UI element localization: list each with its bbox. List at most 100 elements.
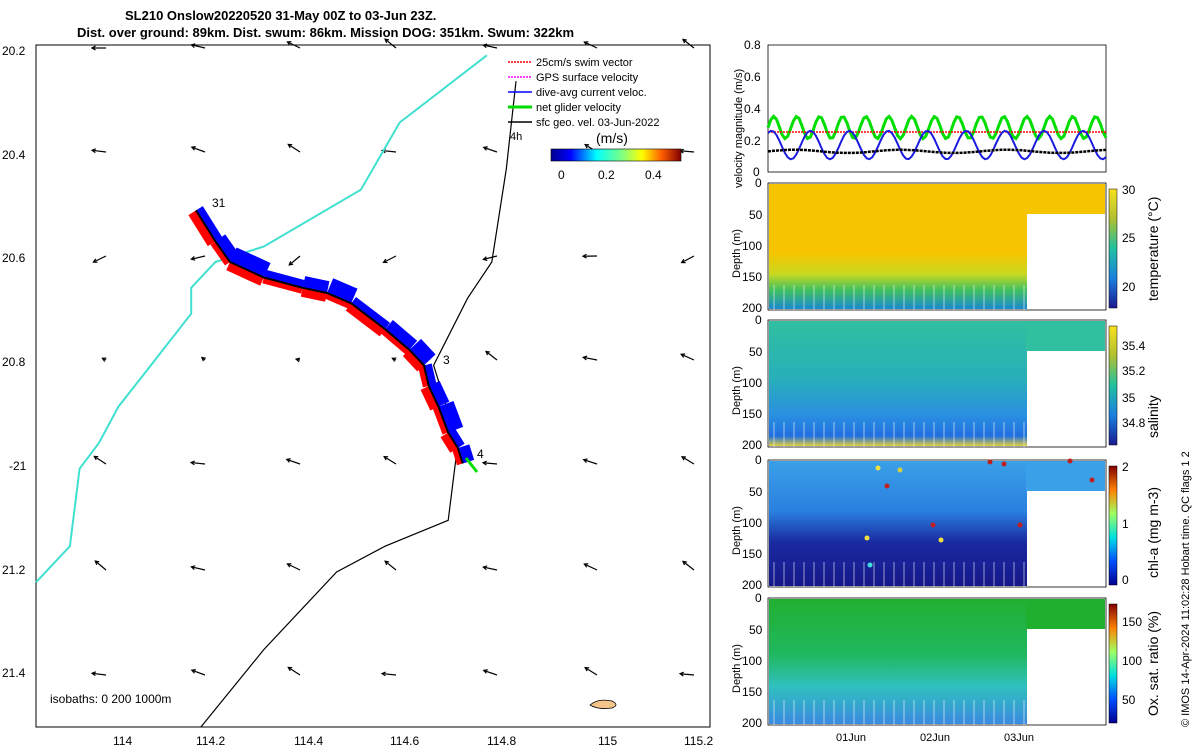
depth-tick: 0 [755,313,762,327]
day-label-31: 31 [212,196,226,210]
vel-y-tick: 0.2 [744,134,761,148]
colorbar-tick: 35.4 [1122,339,1146,353]
depth-tick: 0 [755,176,762,190]
date-tick: 02Jun [920,732,950,744]
oxygen-colorbar [1109,604,1117,723]
colorbar-tick: 35.2 [1122,364,1146,378]
temperature-colorbar-label: temperature (°C) [1145,197,1161,301]
depth-tick: 0 [755,453,762,467]
chl-point [876,466,881,471]
legend-item: 25cm/s swim vector [536,57,633,69]
colorbar-tick: 100 [1122,654,1142,668]
date-tick: 03Jun [1004,732,1034,744]
colorbar-label: (m/s) [596,130,628,146]
title-line-1: SL210 Onslow20220520 31-May 00Z to 03-Ju… [125,8,436,23]
y-tick: 21.4 [2,666,26,680]
depth-tick: 50 [749,485,763,499]
oxygen-section [769,599,1027,724]
colorbar-tick: 0.4 [645,168,662,182]
legend-item: net glider velocity [536,102,621,114]
speed-colorbar [551,149,681,161]
chl-point [1018,523,1023,528]
x-tick: 115 [598,734,617,748]
chl-point [988,460,993,465]
chl-point [1002,462,1007,467]
chl-point [868,563,873,568]
chl-point [1068,459,1073,464]
vel-y-tick: 0.6 [744,70,761,84]
depth-tick: 150 [742,407,762,421]
depth-label: Depth (m) [731,506,743,555]
temperature-colorbar [1109,189,1117,308]
colorbar-tick: 50 [1122,693,1136,707]
colorbar-tick: 20 [1122,280,1136,294]
y-tick: 20.8 [2,355,26,369]
depth-tick: 100 [742,654,762,668]
colorbar-tick: 150 [1122,615,1142,629]
salinity-gap [1026,321,1105,351]
colorbar-tick: 35 [1122,391,1136,405]
depth-tick: 100 [742,376,762,390]
salinity-colorbar [1109,326,1117,445]
depth-label: Depth (m) [731,366,743,415]
colorbar-tick: 30 [1122,183,1136,197]
vel-y-label: velocity magnitude (m/s) [733,69,745,188]
oxygen-colorbar-label: Ox. sat. ratio (%) [1145,611,1161,716]
chl-gap [1026,461,1105,491]
isobath-legend: isobaths: 0 200 1000m [50,692,171,706]
depth-label: Depth (m) [731,229,743,278]
depth-tick: 0 [755,591,762,605]
vel-y-tick: 0.8 [744,38,761,52]
legend-item: sfc geo. vel. 03-Jun-2022 [536,117,660,129]
temperature-section [769,184,1027,309]
x-tick: 114 [113,734,132,748]
title-line-2: Dist. over ground: 89km. Dist. swum: 86k… [77,25,574,40]
colorbar-tick: 1 [1122,517,1129,531]
depth-tick: 200 [742,438,762,452]
colorbar-tick: 0 [558,168,565,182]
legend-item: GPS surface velocity [536,72,639,84]
colorbar-tick: 0 [1122,573,1129,587]
depth-tick: 50 [749,208,763,222]
chl-point [898,468,903,473]
colorbar-tick: 25 [1122,231,1136,245]
legend-item: dive-avg current veloc. [536,87,647,99]
vel-y-tick: 0.4 [744,102,761,116]
y-tick: 20.6 [2,251,26,265]
legend-interval: 4h [510,131,522,143]
colorbar-tick: 0.2 [598,168,615,182]
ox-gap [1026,599,1105,629]
chlorophyll-section [769,461,1027,586]
chl-point [1090,478,1095,483]
temperature-gap [1026,184,1105,214]
y-tick: 20.4 [2,148,26,162]
chl-point [939,538,944,543]
depth-tick: 100 [742,516,762,530]
y-tick: 20.2 [2,44,26,58]
salinity-section [769,321,1027,446]
depth-tick: 150 [742,685,762,699]
map-y-axis: 20.2 20.4 20.6 20.8 -21 21.2 21.4 [2,44,27,680]
x-tick: 114.8 [487,734,516,748]
map-x-axis: 114 114.2 114.4 114.6 114.8 115 115.2 [113,734,713,748]
depth-label: Depth (m) [731,644,743,693]
depth-tick: 100 [742,239,762,253]
y-tick: -21 [9,459,27,473]
day-label-4: 4 [477,447,484,461]
depth-tick: 50 [749,623,763,637]
chl-point [865,536,870,541]
depth-tick: 200 [742,578,762,592]
salinity-colorbar-label: salinity [1145,395,1161,438]
date-axis: 01Jun 02Jun 03Jun [836,732,1034,744]
depth-tick: 150 [742,547,762,561]
x-tick: 114.6 [390,734,419,748]
colorbar-tick: 2 [1122,460,1129,474]
x-tick: 115.2 [684,734,713,748]
colorbar-tick: 34.8 [1122,416,1146,430]
depth-tick: 200 [742,716,762,730]
x-tick: 114.4 [294,734,323,748]
